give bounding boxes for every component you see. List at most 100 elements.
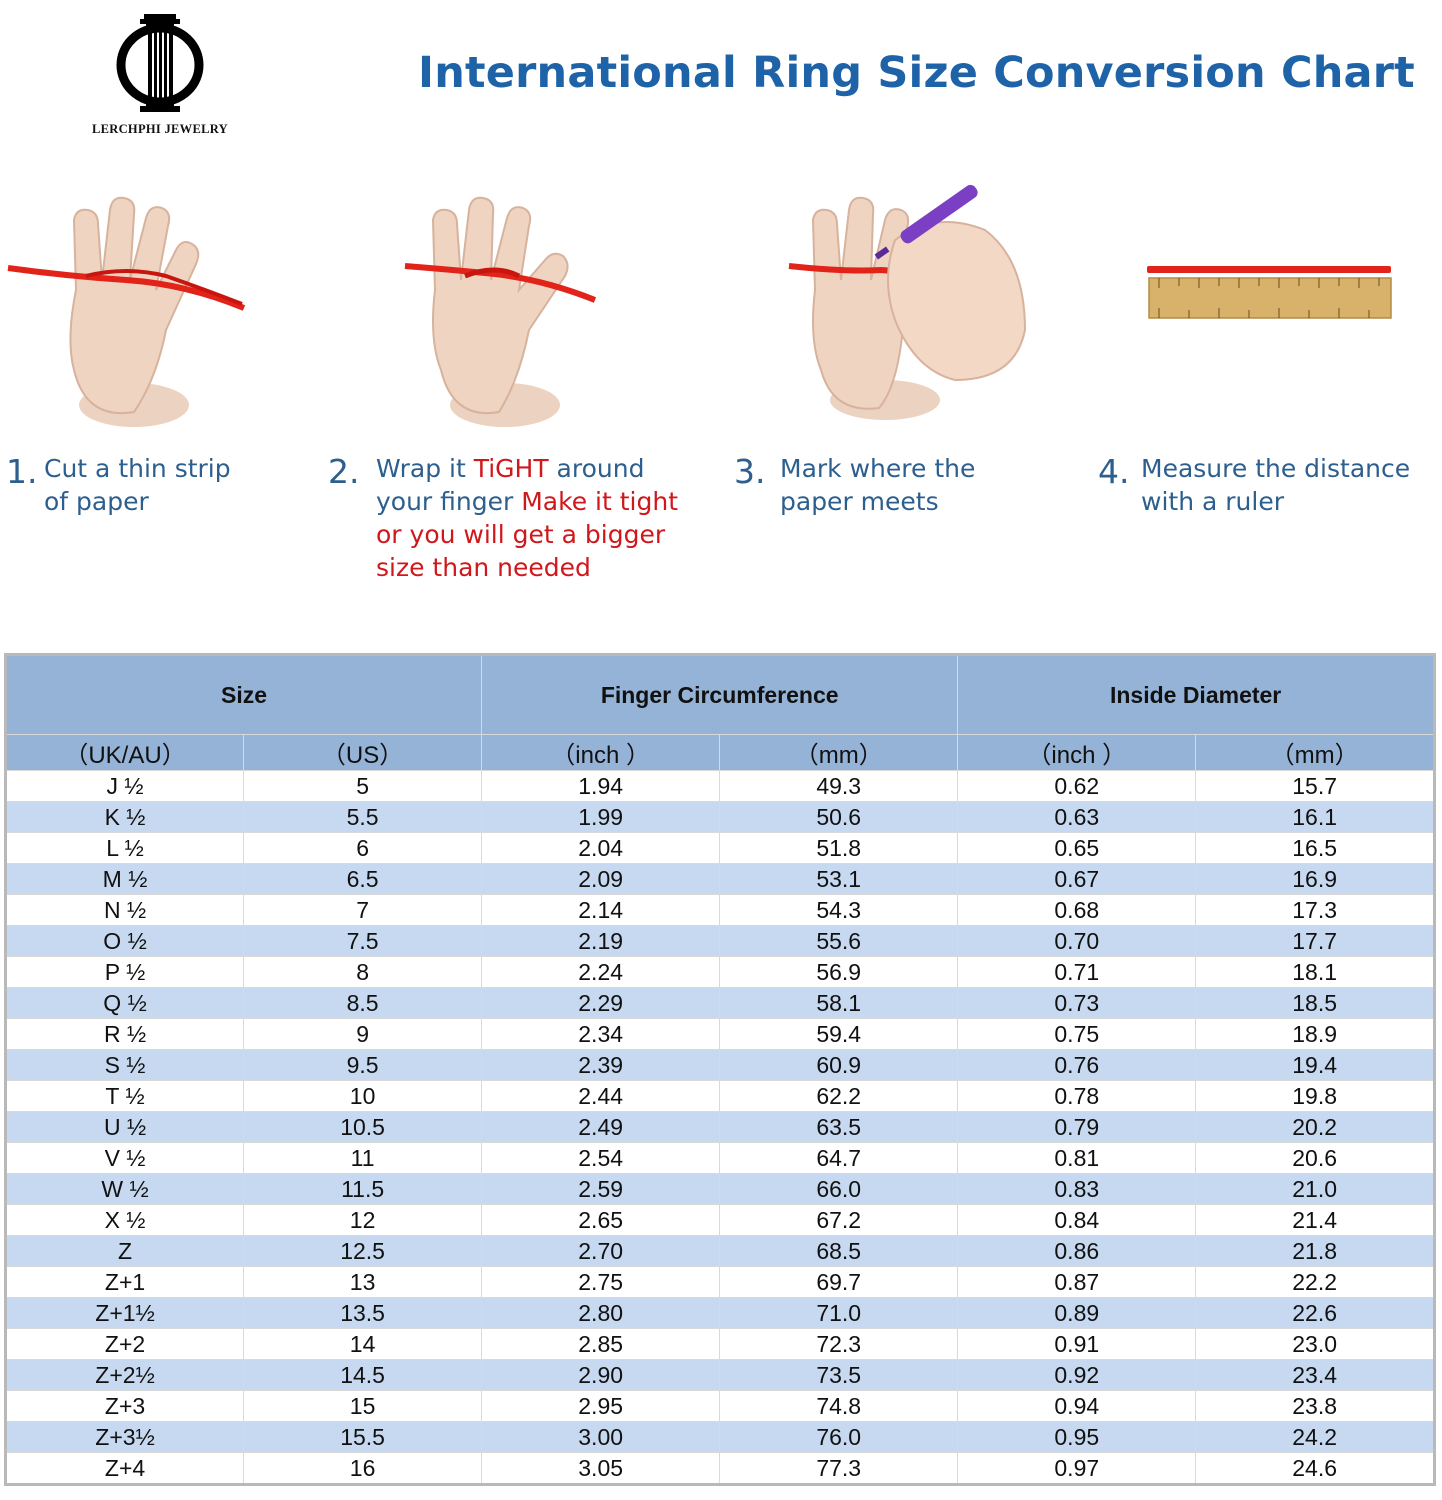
cell-diameter-inch: 0.70	[957, 925, 1197, 957]
cell-diameter-inch: 0.75	[957, 1018, 1197, 1050]
step-2: 2. Wrap it TiGHT around your finger Make…	[328, 452, 708, 592]
cell-circumference-inch: 2.14	[481, 894, 721, 926]
cell-us-size: 13	[243, 1266, 483, 1298]
cell-us-size: 13.5	[243, 1297, 483, 1329]
step-2-around-text: around	[548, 454, 645, 483]
step-1: 1. Cut a thin strip of paper	[6, 452, 306, 522]
cell-diameter-inch: 0.87	[957, 1266, 1197, 1298]
step-2-line-3: or you will get a bigger	[376, 520, 666, 549]
cell-diameter-inch: 0.94	[957, 1390, 1197, 1422]
step-3-text: Mark where the paper meets	[780, 452, 975, 518]
table-row: P ½ 8 2.24 56.9 0.71 18.1	[4, 956, 1435, 988]
cell-circumference-inch: 2.24	[481, 956, 721, 988]
cell-uk-au-size: T ½	[4, 1080, 245, 1112]
cell-uk-au-size: Q ½	[4, 987, 245, 1019]
cell-circumference-mm: 74.8	[719, 1390, 959, 1422]
step-2-line-1: Wrap it TiGHT around	[376, 452, 678, 485]
cell-circumference-mm: 62.2	[719, 1080, 959, 1112]
cell-diameter-mm: 18.9	[1195, 1018, 1435, 1050]
step-4-illustration	[1145, 262, 1395, 331]
cell-diameter-mm: 18.5	[1195, 987, 1435, 1019]
step-3-illustration	[785, 180, 1035, 425]
cell-diameter-inch: 0.95	[957, 1421, 1197, 1453]
table-row: O ½ 7.5 2.19 55.6 0.70 17.7	[4, 925, 1435, 957]
cell-uk-au-size: N ½	[4, 894, 245, 926]
cell-us-size: 11.5	[243, 1173, 483, 1205]
cell-us-size: 5	[243, 770, 483, 802]
cell-uk-au-size: X ½	[4, 1204, 245, 1236]
cell-diameter-inch: 0.71	[957, 956, 1197, 988]
cell-circumference-inch: 2.90	[481, 1359, 721, 1391]
table-row: Q ½ 8.5 2.29 58.1 0.73 18.5	[4, 987, 1435, 1019]
cell-us-size: 12.5	[243, 1235, 483, 1267]
cell-diameter-inch: 0.89	[957, 1297, 1197, 1329]
cell-diameter-mm: 23.8	[1195, 1390, 1435, 1422]
cell-circumference-mm: 60.9	[719, 1049, 959, 1081]
table-row: Z+1½ 13.5 2.80 71.0 0.89 22.6	[4, 1297, 1435, 1329]
cell-circumference-inch: 2.19	[481, 925, 721, 957]
cell-circumference-inch: 2.59	[481, 1173, 721, 1205]
cell-us-size: 9	[243, 1018, 483, 1050]
hand-marking-pen-icon	[788, 184, 1027, 420]
cell-circumference-mm: 51.8	[719, 832, 959, 864]
step-2-wrap-text: Wrap it	[376, 454, 474, 483]
cell-diameter-mm: 20.2	[1195, 1111, 1435, 1143]
cell-diameter-mm: 23.0	[1195, 1328, 1435, 1360]
brand-name: LERCHPHI JEWELRY	[92, 122, 228, 136]
cell-circumference-inch: 2.80	[481, 1297, 721, 1329]
table-row: Z+3 15 2.95 74.8 0.94 23.8	[4, 1390, 1435, 1422]
sub-header-circumference-mm: （mm）	[719, 734, 959, 771]
cell-diameter-mm: 20.6	[1195, 1142, 1435, 1174]
cell-circumference-mm: 55.6	[719, 925, 959, 957]
sub-header-diameter-inch: （inch ）	[957, 734, 1197, 771]
cell-circumference-mm: 50.6	[719, 801, 959, 833]
cell-uk-au-size: J ½	[4, 770, 245, 802]
cell-uk-au-size: Z+1½	[4, 1297, 245, 1329]
cell-diameter-mm: 21.0	[1195, 1173, 1435, 1205]
sub-header-uk-au: （UK/AU）	[4, 734, 245, 771]
cell-diameter-inch: 0.68	[957, 894, 1197, 926]
cell-circumference-mm: 54.3	[719, 894, 959, 926]
table-row: R ½ 9 2.34 59.4 0.75 18.9	[4, 1018, 1435, 1050]
cell-circumference-inch: 2.29	[481, 987, 721, 1019]
table-row: U ½ 10.5 2.49 63.5 0.79 20.2	[4, 1111, 1435, 1143]
step-2-number: 2.	[328, 452, 360, 491]
cell-diameter-mm: 23.4	[1195, 1359, 1435, 1391]
cell-circumference-inch: 2.39	[481, 1049, 721, 1081]
table-row: Z+3½ 15.5 3.00 76.0 0.95 24.2	[4, 1421, 1435, 1453]
cell-uk-au-size: S ½	[4, 1049, 245, 1081]
cell-uk-au-size: R ½	[4, 1018, 245, 1050]
cell-diameter-mm: 16.9	[1195, 863, 1435, 895]
step-2-finger-text: your finger	[376, 487, 522, 516]
cell-diameter-mm: 18.1	[1195, 956, 1435, 988]
table-row: L ½ 6 2.04 51.8 0.65 16.5	[4, 832, 1435, 864]
cell-uk-au-size: V ½	[4, 1142, 245, 1174]
cell-diameter-mm: 16.5	[1195, 832, 1435, 864]
step-2-line-2: your finger Make it tight	[376, 485, 678, 518]
cell-uk-au-size: O ½	[4, 925, 245, 957]
cell-diameter-mm: 22.6	[1195, 1297, 1435, 1329]
step-4-number: 4.	[1098, 452, 1130, 491]
cell-diameter-mm: 24.6	[1195, 1452, 1435, 1485]
cell-circumference-mm: 63.5	[719, 1111, 959, 1143]
cell-diameter-mm: 19.8	[1195, 1080, 1435, 1112]
cell-us-size: 5.5	[243, 801, 483, 833]
cell-circumference-mm: 66.0	[719, 1173, 959, 1205]
cell-diameter-inch: 0.86	[957, 1235, 1197, 1267]
cell-us-size: 6	[243, 832, 483, 864]
step-2-line-4: size than needed	[376, 553, 591, 582]
table-row: Z+1 13 2.75 69.7 0.87 22.2	[4, 1266, 1435, 1298]
cell-diameter-inch: 0.97	[957, 1452, 1197, 1485]
cell-diameter-mm: 16.1	[1195, 801, 1435, 833]
cell-us-size: 16	[243, 1452, 483, 1485]
cell-circumference-mm: 76.0	[719, 1421, 959, 1453]
cell-circumference-inch: 2.34	[481, 1018, 721, 1050]
cell-diameter-mm: 19.4	[1195, 1049, 1435, 1081]
cell-circumference-mm: 69.7	[719, 1266, 959, 1298]
table-body: J ½ 5 1.94 49.3 0.62 15.7 K ½ 5.5 1.99 50.6 0.63 16…	[4, 770, 1435, 1485]
cell-diameter-mm: 17.7	[1195, 925, 1435, 957]
cell-diameter-inch: 0.65	[957, 832, 1197, 864]
page-title: International Ring Size Conversion Chart	[418, 48, 1415, 98]
step-4-line-2: with a ruler	[1141, 487, 1284, 516]
step-2-text: Wrap it TiGHT around your finger Make it…	[376, 452, 678, 584]
